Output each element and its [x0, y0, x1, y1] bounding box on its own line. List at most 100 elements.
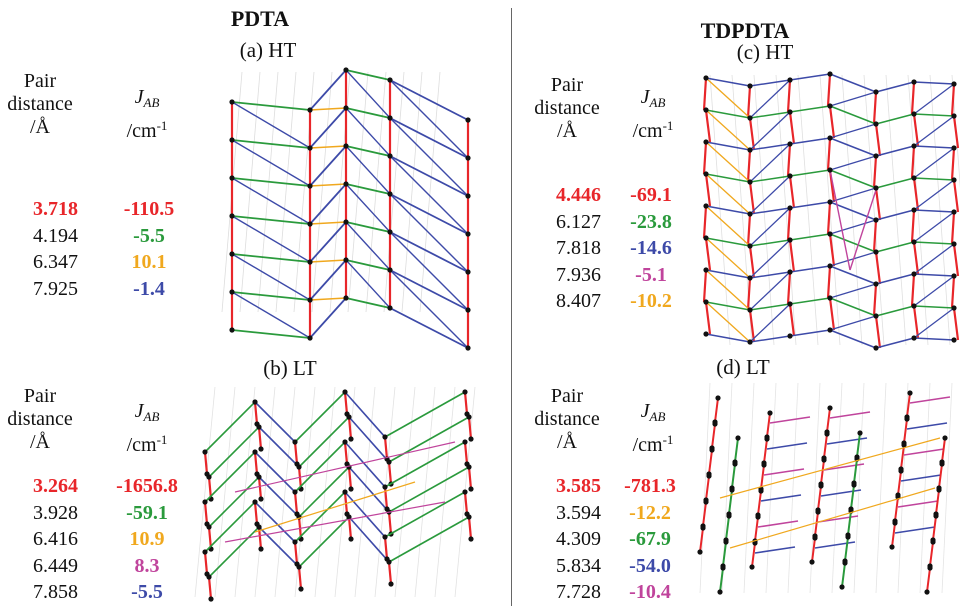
bond-line: [253, 451, 259, 475]
bond-line: [208, 426, 260, 478]
bond-line: [912, 177, 920, 211]
jab-value: -69.1: [630, 184, 672, 206]
bond-line: [203, 451, 209, 475]
site-dot: [821, 457, 827, 463]
bond-line: [234, 441, 456, 493]
bond-line: [309, 297, 347, 339]
bond-line: [311, 71, 333, 313]
bond-line: [387, 561, 393, 585]
bond-line: [365, 71, 387, 313]
bond-line: [293, 541, 299, 565]
bond-line: [929, 541, 934, 567]
bond-line: [239, 71, 261, 313]
bond-line: [705, 301, 751, 343]
site-dot: [387, 267, 393, 273]
bond-line: [294, 491, 346, 543]
bond-line: [705, 173, 751, 215]
bond-line: [719, 437, 941, 499]
site-dot: [752, 540, 758, 546]
bond-line: [705, 109, 751, 119]
bond-line: [725, 515, 730, 541]
bond-line: [253, 501, 259, 525]
bond-line: [258, 526, 300, 568]
bond-line: [388, 416, 470, 463]
bond-line: [345, 183, 391, 195]
site-dot: [911, 111, 917, 117]
site-dot: [465, 269, 471, 275]
bond-line: [941, 382, 953, 594]
distance-column-d: 3.585 3.594 4.309 5.834 7.728: [525, 473, 601, 606]
site-dot: [387, 77, 393, 83]
site-dot: [387, 115, 393, 121]
bond-line: [891, 522, 896, 548]
bond-line: [874, 123, 882, 157]
bond-line: [872, 219, 878, 253]
bond-line: [231, 139, 311, 187]
site-dot: [845, 534, 851, 540]
site-dot: [942, 435, 948, 441]
site-dot: [735, 435, 741, 441]
bond-line: [387, 511, 393, 535]
panel-d-label: (d) LT: [716, 355, 770, 379]
jab-header-d: JAB /cm-1: [632, 400, 674, 456]
site-dot: [252, 399, 258, 405]
site-dot: [307, 297, 313, 303]
bond-line: [231, 253, 311, 301]
bond-line: [826, 137, 832, 171]
site-dot: [842, 560, 848, 566]
jab-value: -5.1: [635, 263, 667, 286]
site-dot: [256, 524, 262, 530]
site-dot: [787, 173, 793, 179]
site-dot: [466, 414, 472, 420]
bond-line: [275, 71, 297, 313]
site-dot: [465, 155, 471, 161]
pair-distance-value: 5.834: [556, 554, 601, 577]
site-dot: [466, 464, 472, 470]
bond-line: [719, 567, 724, 593]
bond-line: [849, 189, 877, 271]
bond-line: [751, 542, 756, 568]
bond-line: [875, 81, 915, 93]
site-dot: [387, 229, 393, 235]
site-dot: [465, 231, 471, 237]
site-dot: [924, 589, 930, 595]
bond-line: [913, 275, 955, 307]
bond-line: [419, 71, 441, 313]
bond-line: [705, 205, 751, 215]
bond-line: [348, 466, 390, 513]
site-dot: [229, 99, 235, 105]
site-dot: [382, 534, 388, 540]
bond-line: [912, 241, 920, 275]
site-dot: [348, 436, 354, 442]
bond-line: [910, 209, 916, 243]
jab-value: -14.6: [630, 237, 672, 259]
bond-line: [749, 175, 791, 183]
jab-header-a: JAB /cm-1: [126, 86, 168, 142]
site-dot: [787, 301, 793, 307]
bond-line: [786, 79, 792, 113]
jab-value: -10.2: [630, 290, 672, 312]
jab-header-c: JAB /cm-1: [632, 86, 674, 142]
bond-line: [757, 520, 799, 528]
site-dot: [911, 143, 917, 149]
site-dot: [873, 281, 879, 287]
bond-line: [224, 501, 446, 543]
bond-line: [828, 297, 836, 331]
site-dot: [703, 171, 709, 177]
bond-line: [913, 145, 955, 149]
bond-line: [913, 305, 955, 309]
bond-line: [231, 291, 311, 301]
bond-line: [952, 179, 960, 213]
bond-line: [749, 271, 791, 311]
site-dot: [256, 474, 262, 480]
site-dot: [252, 449, 258, 455]
site-dot: [911, 175, 917, 181]
bond-line: [384, 441, 466, 488]
bond-line: [748, 245, 756, 279]
bond-line: [705, 173, 751, 183]
bond-line: [389, 269, 469, 311]
pair-distance-value: 7.818: [556, 237, 601, 259]
pair-distance-value: 3.594: [556, 501, 601, 524]
bond-line: [950, 275, 956, 309]
bond-line: [749, 239, 791, 247]
